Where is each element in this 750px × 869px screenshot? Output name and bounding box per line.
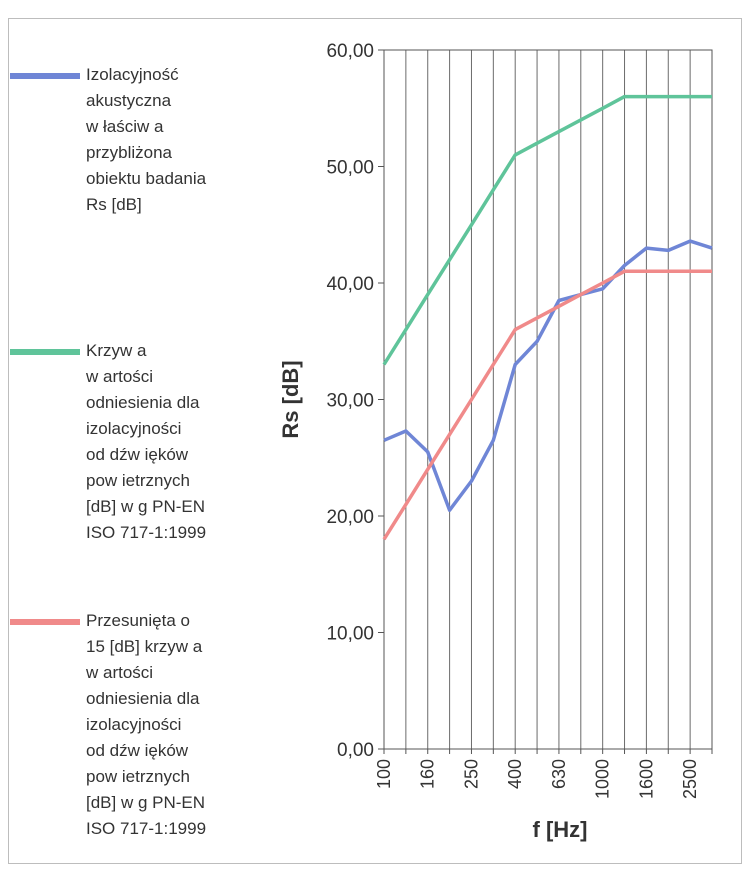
x-tick-label-4: 250 [461, 759, 481, 789]
chart-legend: Izolacyjność akustyczna w łaściw a przyb… [10, 20, 250, 862]
y-tick-label-0: 0,00 [337, 740, 374, 761]
y-tick-label-3: 30,00 [326, 391, 374, 412]
legend-swatch-shifted-reference [10, 619, 80, 625]
plot-border [383, 49, 713, 750]
legend-swatch-measured [10, 73, 80, 79]
data-series [382, 94, 713, 541]
legend-label-shifted-reference: Przesunięta o 15 [dB] krzyw a w artości … [86, 611, 207, 838]
y-tick-label-5: 50,00 [326, 158, 374, 179]
figure-frame [8, 18, 742, 864]
y-axis-label: Rs [dB] [278, 360, 303, 438]
x-tick-label-8: 630 [549, 759, 569, 789]
legend-label-measured: Izolacyjność akustyczna w łaściw a przyb… [86, 65, 207, 214]
legend-swatch-reference [10, 349, 80, 355]
y-tick-labels: 0,00 10,00 20,00 30,00 40,00 50,00 60,00 [326, 41, 374, 761]
series-line-2 [382, 269, 712, 541]
chart-area: 0,00 10,00 20,00 30,00 40,00 50,00 60,00 100 16… [256, 22, 750, 864]
y-tick-label-1: 10,00 [326, 624, 374, 645]
x-tick-label-14: 2500 [680, 759, 700, 799]
series-line-1 [382, 94, 712, 366]
x-tick-labels: 100 160 250 400 630 1000 1600 2500 [374, 759, 700, 799]
y-tick-label-6: 60,00 [326, 41, 374, 62]
x-tick-label-6: 400 [505, 759, 525, 789]
x-axis-label: f [Hz] [533, 817, 588, 842]
axes [378, 49, 713, 754]
legend-label-reference: Krzyw a w artości odniesienia dla izolac… [86, 341, 207, 542]
grid-lines [383, 50, 713, 749]
series-line-0 [383, 239, 713, 512]
x-tick-label-10: 1000 [593, 759, 613, 799]
x-tick-label-0: 100 [374, 759, 394, 789]
x-tick-label-2: 160 [418, 759, 438, 789]
x-tick-label-12: 1600 [636, 759, 656, 799]
y-tick-label-2: 20,00 [326, 507, 374, 528]
line-chart: 0,00 10,00 20,00 30,00 40,00 50,00 60,00 100 16… [278, 41, 713, 842]
y-tick-label-4: 40,00 [326, 274, 374, 295]
